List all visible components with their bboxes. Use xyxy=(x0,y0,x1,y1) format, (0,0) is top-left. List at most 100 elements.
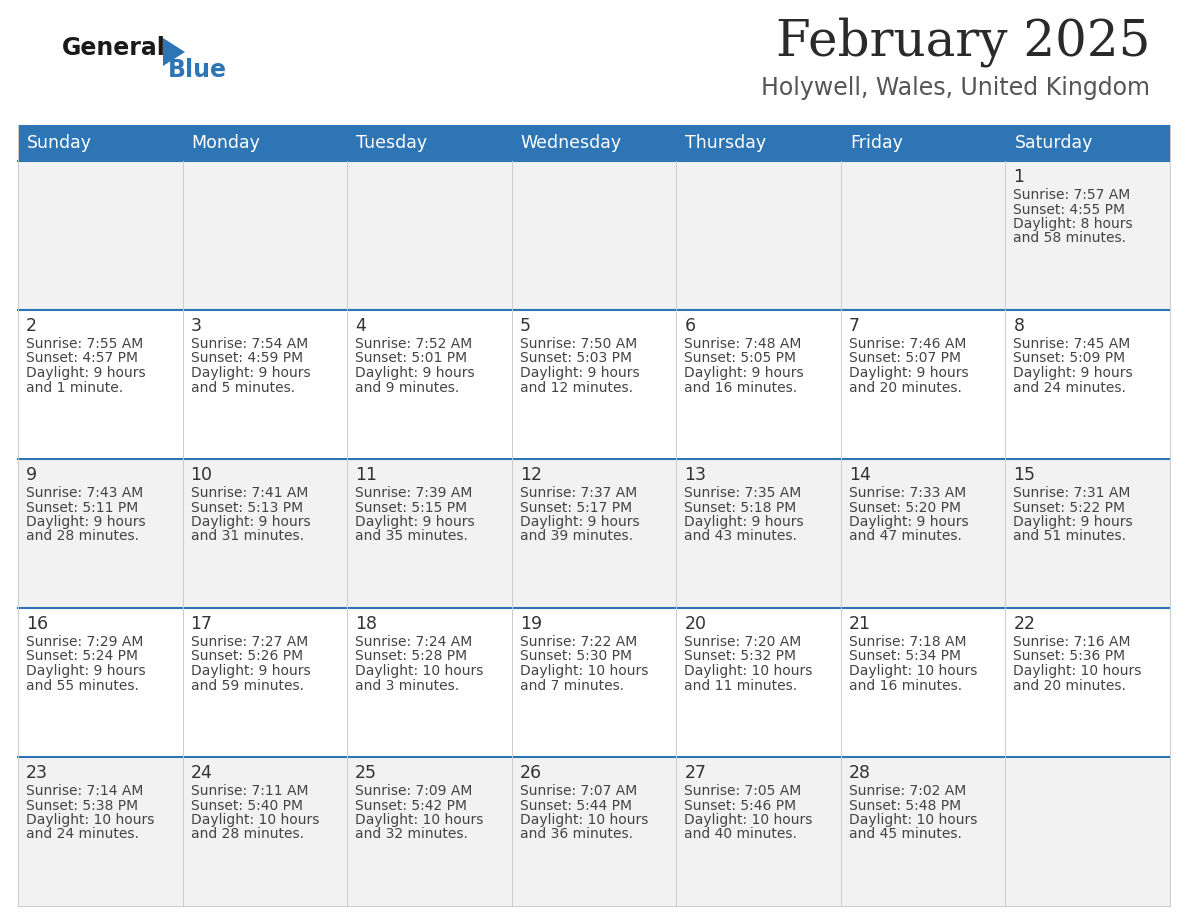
Text: Daylight: 10 hours: Daylight: 10 hours xyxy=(355,813,484,827)
Text: Monday: Monday xyxy=(191,134,260,152)
Text: Sunrise: 7:37 AM: Sunrise: 7:37 AM xyxy=(519,486,637,500)
Text: 14: 14 xyxy=(849,466,871,484)
Text: Sunset: 4:59 PM: Sunset: 4:59 PM xyxy=(190,352,303,365)
Text: Daylight: 9 hours: Daylight: 9 hours xyxy=(849,366,968,380)
Text: and 28 minutes.: and 28 minutes. xyxy=(26,530,139,543)
FancyBboxPatch shape xyxy=(841,125,1005,161)
Text: and 39 minutes.: and 39 minutes. xyxy=(519,530,633,543)
Text: and 45 minutes.: and 45 minutes. xyxy=(849,827,962,842)
Text: Sunrise: 7:54 AM: Sunrise: 7:54 AM xyxy=(190,337,308,351)
Text: Sunset: 5:03 PM: Sunset: 5:03 PM xyxy=(519,352,632,365)
Text: Sunrise: 7:45 AM: Sunrise: 7:45 AM xyxy=(1013,337,1131,351)
Text: Sunset: 5:22 PM: Sunset: 5:22 PM xyxy=(1013,500,1125,514)
Text: 19: 19 xyxy=(519,615,542,633)
Text: Sunset: 5:07 PM: Sunset: 5:07 PM xyxy=(849,352,961,365)
Text: Sunset: 5:17 PM: Sunset: 5:17 PM xyxy=(519,500,632,514)
Text: Sunrise: 7:41 AM: Sunrise: 7:41 AM xyxy=(190,486,308,500)
Text: Tuesday: Tuesday xyxy=(356,134,428,152)
FancyBboxPatch shape xyxy=(512,125,676,161)
FancyBboxPatch shape xyxy=(676,125,841,161)
FancyBboxPatch shape xyxy=(18,459,1170,608)
Text: 17: 17 xyxy=(190,615,213,633)
Text: Sunset: 5:26 PM: Sunset: 5:26 PM xyxy=(190,650,303,664)
Text: and 12 minutes.: and 12 minutes. xyxy=(519,380,633,395)
Text: Daylight: 9 hours: Daylight: 9 hours xyxy=(849,515,968,529)
Text: and 16 minutes.: and 16 minutes. xyxy=(684,380,797,395)
Text: Sunrise: 7:29 AM: Sunrise: 7:29 AM xyxy=(26,635,144,649)
Text: and 58 minutes.: and 58 minutes. xyxy=(1013,231,1126,245)
Text: 13: 13 xyxy=(684,466,707,484)
Text: Sunrise: 7:33 AM: Sunrise: 7:33 AM xyxy=(849,486,966,500)
FancyBboxPatch shape xyxy=(18,310,1170,459)
Text: 5: 5 xyxy=(519,317,531,335)
Text: Daylight: 9 hours: Daylight: 9 hours xyxy=(684,515,804,529)
Text: Sunrise: 7:22 AM: Sunrise: 7:22 AM xyxy=(519,635,637,649)
Text: 20: 20 xyxy=(684,615,707,633)
Text: and 11 minutes.: and 11 minutes. xyxy=(684,678,797,692)
Text: Sunset: 5:48 PM: Sunset: 5:48 PM xyxy=(849,799,961,812)
Text: Sunrise: 7:14 AM: Sunrise: 7:14 AM xyxy=(26,784,144,798)
Text: 15: 15 xyxy=(1013,466,1036,484)
Text: Sunset: 5:15 PM: Sunset: 5:15 PM xyxy=(355,500,467,514)
Text: Sunday: Sunday xyxy=(27,134,91,152)
Text: 6: 6 xyxy=(684,317,695,335)
FancyBboxPatch shape xyxy=(18,161,1170,310)
Text: February 2025: February 2025 xyxy=(776,17,1150,67)
Text: Daylight: 9 hours: Daylight: 9 hours xyxy=(26,366,146,380)
Text: Sunrise: 7:39 AM: Sunrise: 7:39 AM xyxy=(355,486,473,500)
Text: 1: 1 xyxy=(1013,168,1024,186)
Text: Daylight: 9 hours: Daylight: 9 hours xyxy=(26,664,146,678)
FancyBboxPatch shape xyxy=(183,125,347,161)
Text: and 20 minutes.: and 20 minutes. xyxy=(1013,678,1126,692)
Text: Wednesday: Wednesday xyxy=(520,134,621,152)
Text: Sunrise: 7:16 AM: Sunrise: 7:16 AM xyxy=(1013,635,1131,649)
FancyBboxPatch shape xyxy=(18,125,183,161)
Text: and 35 minutes.: and 35 minutes. xyxy=(355,530,468,543)
Text: 11: 11 xyxy=(355,466,377,484)
Text: Friday: Friday xyxy=(849,134,903,152)
Text: 4: 4 xyxy=(355,317,366,335)
Text: and 51 minutes.: and 51 minutes. xyxy=(1013,530,1126,543)
Text: 25: 25 xyxy=(355,764,377,782)
Text: Sunrise: 7:09 AM: Sunrise: 7:09 AM xyxy=(355,784,473,798)
Text: Daylight: 9 hours: Daylight: 9 hours xyxy=(684,366,804,380)
Text: Daylight: 10 hours: Daylight: 10 hours xyxy=(26,813,154,827)
Text: 27: 27 xyxy=(684,764,707,782)
Text: Thursday: Thursday xyxy=(685,134,766,152)
Text: Daylight: 10 hours: Daylight: 10 hours xyxy=(684,664,813,678)
Text: and 28 minutes.: and 28 minutes. xyxy=(190,827,304,842)
Text: and 24 minutes.: and 24 minutes. xyxy=(26,827,139,842)
Text: 7: 7 xyxy=(849,317,860,335)
Text: and 24 minutes.: and 24 minutes. xyxy=(1013,380,1126,395)
Text: and 31 minutes.: and 31 minutes. xyxy=(190,530,304,543)
Text: Sunset: 5:38 PM: Sunset: 5:38 PM xyxy=(26,799,138,812)
Text: Sunset: 5:36 PM: Sunset: 5:36 PM xyxy=(1013,650,1125,664)
Text: Daylight: 9 hours: Daylight: 9 hours xyxy=(190,664,310,678)
Text: Sunset: 5:46 PM: Sunset: 5:46 PM xyxy=(684,799,796,812)
Text: and 32 minutes.: and 32 minutes. xyxy=(355,827,468,842)
Text: and 36 minutes.: and 36 minutes. xyxy=(519,827,633,842)
Text: 18: 18 xyxy=(355,615,377,633)
Text: Sunrise: 7:07 AM: Sunrise: 7:07 AM xyxy=(519,784,637,798)
Text: Sunset: 5:13 PM: Sunset: 5:13 PM xyxy=(190,500,303,514)
Text: Sunrise: 7:27 AM: Sunrise: 7:27 AM xyxy=(190,635,308,649)
FancyBboxPatch shape xyxy=(1005,125,1170,161)
Text: Sunrise: 7:46 AM: Sunrise: 7:46 AM xyxy=(849,337,966,351)
Text: Daylight: 10 hours: Daylight: 10 hours xyxy=(355,664,484,678)
Text: Sunset: 5:30 PM: Sunset: 5:30 PM xyxy=(519,650,632,664)
Text: Daylight: 9 hours: Daylight: 9 hours xyxy=(26,515,146,529)
Text: Sunrise: 7:18 AM: Sunrise: 7:18 AM xyxy=(849,635,966,649)
Text: and 9 minutes.: and 9 minutes. xyxy=(355,380,460,395)
Text: Holywell, Wales, United Kingdom: Holywell, Wales, United Kingdom xyxy=(762,76,1150,100)
Text: 9: 9 xyxy=(26,466,37,484)
Text: Sunrise: 7:43 AM: Sunrise: 7:43 AM xyxy=(26,486,144,500)
Text: Sunset: 4:55 PM: Sunset: 4:55 PM xyxy=(1013,203,1125,217)
Text: Sunset: 5:05 PM: Sunset: 5:05 PM xyxy=(684,352,796,365)
Text: 2: 2 xyxy=(26,317,37,335)
Text: Daylight: 10 hours: Daylight: 10 hours xyxy=(190,813,318,827)
Text: Daylight: 10 hours: Daylight: 10 hours xyxy=(849,813,978,827)
Text: Sunset: 5:24 PM: Sunset: 5:24 PM xyxy=(26,650,138,664)
Text: Daylight: 10 hours: Daylight: 10 hours xyxy=(519,813,649,827)
Text: Daylight: 9 hours: Daylight: 9 hours xyxy=(190,515,310,529)
Text: Daylight: 10 hours: Daylight: 10 hours xyxy=(519,664,649,678)
